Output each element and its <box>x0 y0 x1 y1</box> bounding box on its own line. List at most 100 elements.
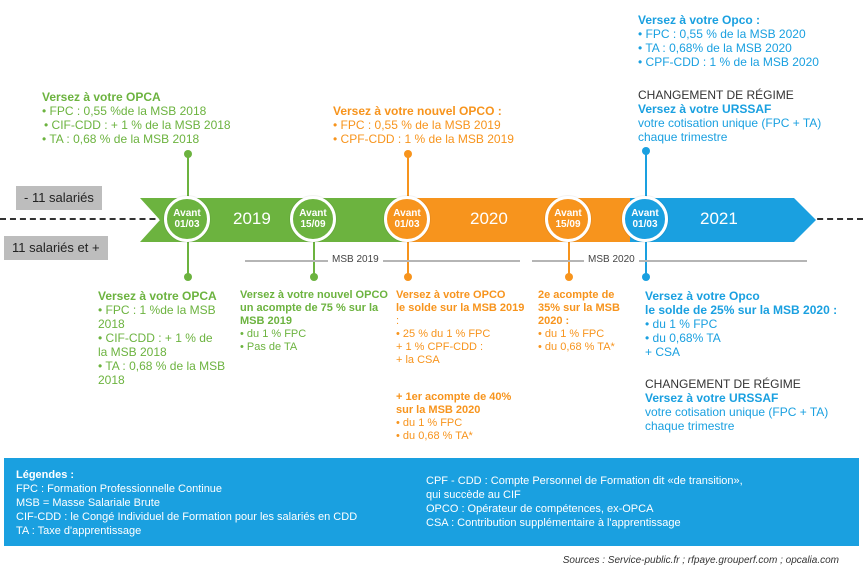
dot-top-5 <box>642 147 650 155</box>
bottom-acompte75-line: • du 1 % FPC <box>240 328 307 340</box>
bottom-acompte2-title: 35% sur la MSB <box>538 302 620 314</box>
label-large-companies: 11 salariés et + <box>4 236 108 260</box>
bottom-acompte40-title: sur la MSB 2020 <box>396 404 481 416</box>
year-2021: 2021 <box>700 209 738 228</box>
bottom-opca-line: la MSB 2018 <box>98 345 167 359</box>
milestone-2-l2: 15/09 <box>300 219 326 230</box>
bottom-opca-line: 2018 <box>98 317 125 331</box>
dot-bottom-1 <box>184 273 192 281</box>
top-opco2019-line: • FPC : 0,55 % de la MSB 2019 <box>333 118 501 132</box>
top-opca-line: • TA : 0,68 % de la MSB 2018 <box>42 132 200 146</box>
dot-top-3 <box>404 150 412 158</box>
milestone-3-l2: 01/03 <box>394 219 420 230</box>
bottom-opca-block: Versez à votre OPCA • FPC : 1 %de la MSB… <box>98 289 238 387</box>
top-regime-line: chaque trimestre <box>638 130 728 144</box>
bottom-acompte75-line: • Pas de TA <box>240 341 298 353</box>
bottom-acompte75-title: MSB 2019 <box>240 315 292 327</box>
top-opca-title: Versez à votre OPCA <box>42 90 161 104</box>
milestone-5-l2: 01/03 <box>632 219 658 230</box>
milestone-3-l1: Avant <box>393 208 421 219</box>
top-regime-title: CHANGEMENT DE RÉGIME <box>638 88 794 102</box>
legend-box: Légendes : FPC : Formation Professionnel… <box>4 458 859 546</box>
msb-2020-label: MSB 2020 <box>584 254 639 265</box>
top-opco2019-title: Versez à votre nouvel OPCO : <box>333 104 502 118</box>
bottom-regime-block: CHANGEMENT DE RÉGIME Versez à votre URSS… <box>645 377 860 433</box>
bottom-solde2020-line: + CSA <box>645 345 681 359</box>
milestone-3: Avant 01/03 <box>384 196 430 242</box>
bottom-opca-line: • TA : 0,68 % de la MSB <box>98 359 226 373</box>
bottom-acompte2-line: • du 1 % FPC <box>538 328 605 340</box>
msb-2020-line <box>532 260 807 262</box>
bottom-solde2019-block: Versez à votre OPCO le solde sur la MSB … <box>396 289 531 367</box>
legend-item: CIF-CDD : le Congé Individuel de Formati… <box>16 511 358 523</box>
top-opco2019-block: Versez à votre nouvel OPCO : • FPC : 0,5… <box>333 104 533 146</box>
milestone-2-l1: Avant <box>299 208 327 219</box>
top-regime-block: CHANGEMENT DE RÉGIME Versez à votre URSS… <box>638 88 853 144</box>
bottom-opca-title: Versez à votre OPCA <box>98 289 217 303</box>
dot-bottom-2 <box>310 273 318 281</box>
bottom-regime-title: CHANGEMENT DE RÉGIME <box>645 377 801 391</box>
bottom-acompte2-title: 2e acompte de <box>538 289 615 301</box>
bottom-acompte2-line: • du 0,68 % TA* <box>538 341 615 353</box>
dot-bottom-4 <box>565 273 573 281</box>
bottom-opca-line: • CIF-CDD : + 1 % de <box>98 331 213 345</box>
top-opca-line: • FPC : 0,55 %de la MSB 2018 <box>42 104 207 118</box>
legend-item: CPF - CDD : Compte Personnel de Formatio… <box>426 475 743 487</box>
top-opco2020-line: • TA : 0,68% de la MSB 2020 <box>638 41 792 55</box>
legend-title: Légendes : <box>16 469 75 481</box>
milestone-1: Avant 01/03 <box>164 196 210 242</box>
legend-item: qui succède au CIF <box>426 489 521 501</box>
bottom-regime-line: votre cotisation unique (FPC + TA) <box>645 405 829 419</box>
bottom-regime-subtitle: Versez à votre URSSAF <box>645 391 779 405</box>
bottom-solde2020-block: Versez à votre Opco le solde de 25% sur … <box>645 289 860 359</box>
band-2020 <box>402 198 630 242</box>
top-regime-line: votre cotisation unique (FPC + TA) <box>638 116 822 130</box>
milestone-1-l2: 01/03 <box>174 219 200 230</box>
legend-right: CPF - CDD : Compte Personnel de Formatio… <box>426 474 846 530</box>
milestone-4-l1: Avant <box>554 208 582 219</box>
legend-item: TA : Taxe d'apprentissage <box>16 525 142 537</box>
top-opco2019-line: • CPF-CDD : 1 % de la MSB 2019 <box>333 132 514 146</box>
label-small-companies: - 11 salariés <box>16 186 102 210</box>
legend-left: Légendes : FPC : Formation Professionnel… <box>16 468 416 538</box>
bottom-acompte2-block: 2e acompte de 35% sur la MSB 2020 : • du… <box>538 289 633 354</box>
legend-item: CSA : Contribution supplémentaire à l'ap… <box>426 517 681 529</box>
bottom-solde2019-line: + la CSA <box>396 354 440 366</box>
connector-4 <box>568 220 570 277</box>
bottom-acompte2-title: 2020 : <box>538 315 570 327</box>
top-opco2020-line: • FPC : 0,55 % de la MSB 2020 <box>638 27 806 41</box>
bottom-solde2019-line: + 1 % CPF-CDD : <box>396 341 484 353</box>
dot-top-1 <box>184 150 192 158</box>
bottom-opca-line: 2018 <box>98 373 125 387</box>
bottom-solde2019-title: Versez à votre OPCO <box>396 289 506 301</box>
top-opco2020-line: • CPF-CDD : 1 % de la MSB 2020 <box>638 55 819 69</box>
milestone-4-l2: 15/09 <box>555 219 581 230</box>
legend-item: FPC : Formation Professionnelle Continue <box>16 483 223 495</box>
top-regime-subtitle: Versez à votre URSSAF <box>638 102 772 116</box>
dot-bottom-3 <box>404 273 412 281</box>
bottom-solde2020-title: Versez à votre Opco <box>645 289 760 303</box>
year-2019: 2019 <box>233 209 271 228</box>
year-2020: 2020 <box>470 209 508 228</box>
bottom-solde2020-line: • du 1 % FPC <box>645 317 718 331</box>
bottom-solde2019-title: le solde sur la MSB 2019 <box>396 302 525 314</box>
bottom-acompte40-block: + 1er acompte de 40% sur la MSB 2020 • d… <box>396 391 531 443</box>
bottom-solde2020-line: • du 0,68% TA <box>645 331 721 345</box>
top-opco2020-block: Versez à votre Opco : • FPC : 0,55 % de … <box>638 13 853 69</box>
top-opca-line: • CIF-CDD : + 1 % de la MSB 2018 <box>44 118 231 132</box>
legend-item: MSB = Masse Salariale Brute <box>16 497 160 509</box>
milestone-2: Avant 15/09 <box>290 196 336 242</box>
milestone-1-l1: Avant <box>173 208 201 219</box>
sources: Sources : Service-public.fr ; rfpaye.gro… <box>562 555 839 566</box>
bottom-solde2020-title: le solde de 25% sur la MSB 2020 : <box>645 303 838 317</box>
bottom-regime-line: chaque trimestre <box>645 419 735 433</box>
bottom-acompte40-line: • du 0,68 % TA* <box>396 430 473 442</box>
bottom-acompte75-block: Versez à votre nouvel OPCO un acompte de… <box>240 289 390 354</box>
msb-2019-label: MSB 2019 <box>328 254 383 265</box>
bottom-solde2019-line: • 25 % du 1 % FPC <box>396 328 491 340</box>
bottom-acompte40-title: + 1er acompte de 40% <box>396 391 512 403</box>
milestone-5: Avant 01/03 <box>622 196 668 242</box>
connector-2 <box>313 220 315 277</box>
band-2021 <box>630 198 816 242</box>
milestone-4: Avant 15/09 <box>545 196 591 242</box>
